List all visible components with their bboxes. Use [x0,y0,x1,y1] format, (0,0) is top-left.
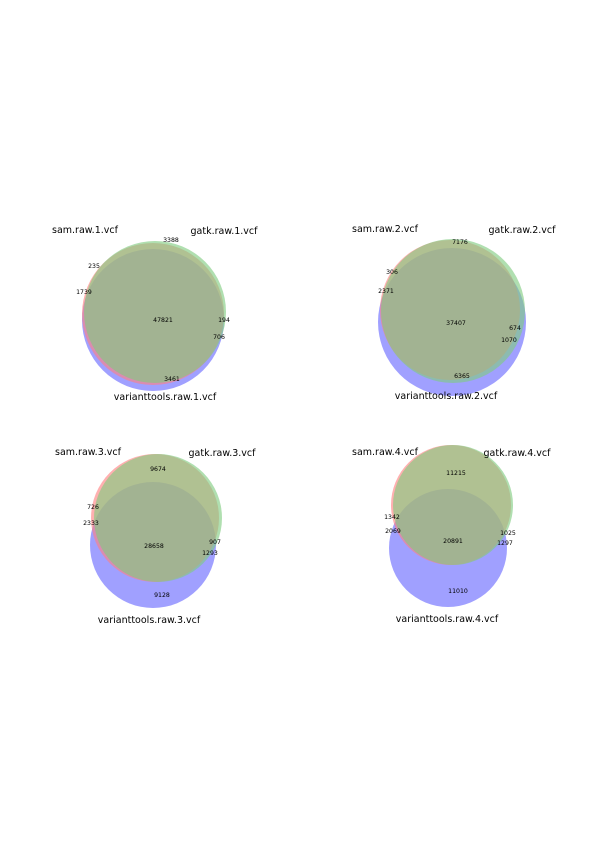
region-label-010: 907 [209,539,221,546]
region-label-001: 9128 [154,592,170,599]
set-label-sam: sam.raw.1.vcf [52,225,119,236]
region-label-111: 20891 [443,538,463,545]
set-label-varianttools: varianttools.raw.3.vcf [98,615,201,626]
venn-panel-2: sam.raw.2.vcf gatk.raw.2.vcf varianttools.… [352,224,556,402]
set-label-sam: sam.raw.3.vcf [55,447,122,458]
region-label-011: 1070 [501,337,517,344]
venn-panel-1: sam.raw.1.vcf gatk.raw.1.vcf varianttools.… [52,225,258,403]
region-label-010: 674 [509,325,521,332]
region-label-100: 306 [386,269,398,276]
gatk-circle [381,239,525,383]
set-label-gatk: gatk.raw.2.vcf [489,225,557,236]
region-label-100: 235 [88,263,100,270]
venn-panel-3: sam.raw.3.vcf gatk.raw.3.vcf varianttools.… [55,447,256,626]
set-label-sam: sam.raw.4.vcf [352,447,419,458]
region-label-101: 2333 [83,520,99,527]
set-label-gatk: gatk.raw.4.vcf [484,448,552,459]
region-label-010: 194 [218,317,230,324]
set-label-varianttools: varianttools.raw.1.vcf [114,392,217,403]
set-label-varianttools: varianttools.raw.4.vcf [396,614,499,625]
region-label-001: 3461 [164,376,180,383]
region-label-110: 7176 [452,239,468,246]
region-label-100: 1342 [384,514,400,521]
region-label-110: 9674 [150,466,166,473]
region-label-001: 11010 [448,588,468,595]
gatk-circle [94,454,222,582]
set-label-varianttools: varianttools.raw.2.vcf [395,391,498,402]
region-label-110: 11215 [446,470,466,477]
region-label-111: 37407 [446,320,466,327]
region-label-101: 2371 [378,288,394,295]
set-label-gatk: gatk.raw.1.vcf [191,226,259,237]
region-label-111: 28658 [144,543,164,550]
region-label-011: 1293 [202,550,218,557]
region-label-001: 6365 [454,373,470,380]
region-label-101: 2069 [385,528,401,535]
set-label-sam: sam.raw.2.vcf [352,224,419,235]
set-label-gatk: gatk.raw.3.vcf [189,448,257,459]
region-label-011: 1297 [497,540,513,547]
region-label-010: 1025 [500,530,516,537]
region-label-101: 1739 [76,289,92,296]
region-label-100: 726 [87,504,99,511]
gatk-circle [393,445,513,565]
venn-panel-4: sam.raw.4.vcf gatk.raw.4.vcf varianttools.… [352,445,551,625]
region-label-111: 47821 [153,317,173,324]
region-label-110: 3388 [163,237,179,244]
region-label-011: 706 [213,334,225,341]
gatk-circle [84,241,226,383]
